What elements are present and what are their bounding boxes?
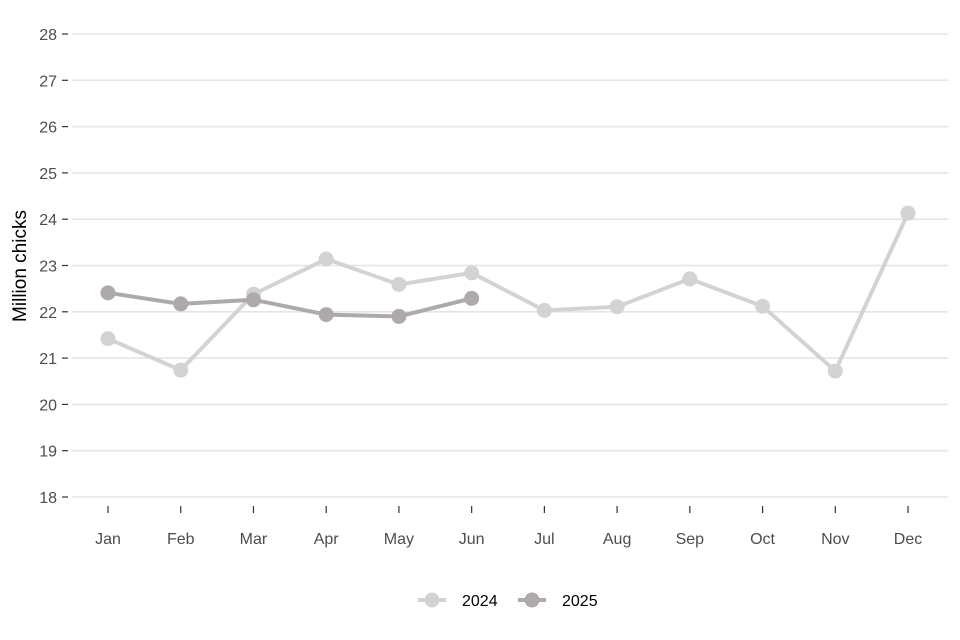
data-point	[464, 290, 480, 306]
y-tick-label: 27	[39, 73, 57, 90]
y-axis-title: Million chicks	[10, 210, 31, 322]
x-tick-label: Jan	[95, 531, 121, 548]
x-tick-label: Feb	[167, 531, 195, 548]
data-point	[173, 296, 189, 312]
data-point	[755, 298, 771, 314]
legend: 2024 2025	[418, 592, 598, 610]
y-tick-label: 22	[39, 305, 57, 322]
data-point	[464, 265, 480, 281]
gridlines	[72, 33, 948, 498]
y-tick-label: 21	[39, 351, 57, 368]
y-tick-label: 19	[39, 444, 57, 461]
data-point	[100, 285, 116, 301]
y-tick-label: 18	[39, 490, 57, 507]
data-point	[536, 302, 552, 318]
legend-label: 2025	[562, 593, 598, 610]
data-point	[391, 276, 407, 292]
x-tick-label: Sep	[676, 531, 705, 548]
x-tick-label: Jul	[534, 531, 554, 548]
x-tick-label: Oct	[750, 531, 775, 548]
data-point	[318, 251, 334, 267]
y-tick-label: 24	[39, 212, 57, 229]
data-point	[900, 205, 916, 221]
legend-item-2024: 2024	[418, 592, 498, 610]
x-tick-label: Aug	[603, 531, 631, 548]
series-group	[100, 205, 916, 379]
data-point	[318, 307, 334, 323]
data-point	[173, 362, 189, 378]
y-tick-label: 25	[39, 166, 57, 183]
x-tick-label: Jun	[459, 531, 485, 548]
y-tick-label: 20	[39, 397, 57, 414]
data-point	[609, 299, 625, 315]
legend-key-point	[424, 592, 440, 608]
data-point	[682, 271, 698, 287]
legend-key-point	[524, 592, 540, 608]
data-point	[100, 331, 116, 347]
data-point	[391, 308, 407, 324]
x-tick-label: Apr	[314, 531, 340, 548]
legend-label: 2024	[462, 593, 498, 610]
x-tick-label: Dec	[894, 531, 922, 548]
y-tick-label: 28	[39, 27, 57, 44]
series-2025	[100, 285, 480, 324]
data-point	[245, 292, 261, 308]
x-tick-label: May	[384, 531, 414, 548]
y-tick-label: 26	[39, 120, 57, 137]
legend-item-2025: 2025	[518, 592, 598, 610]
y-axis: 18 19 20 21 22 23 24 25 26 27 28	[39, 27, 68, 507]
x-tick-label: Nov	[821, 531, 849, 548]
x-axis: Jan Feb Mar Apr May Jun Jul Aug Sep Oct Nov Dec	[95, 506, 922, 548]
x-tick-label: Mar	[240, 531, 268, 548]
y-tick-label: 23	[39, 259, 57, 276]
data-point	[827, 363, 843, 379]
series-line-2024	[106, 211, 911, 374]
series-2024	[100, 205, 916, 379]
series-line-2025	[106, 290, 474, 319]
